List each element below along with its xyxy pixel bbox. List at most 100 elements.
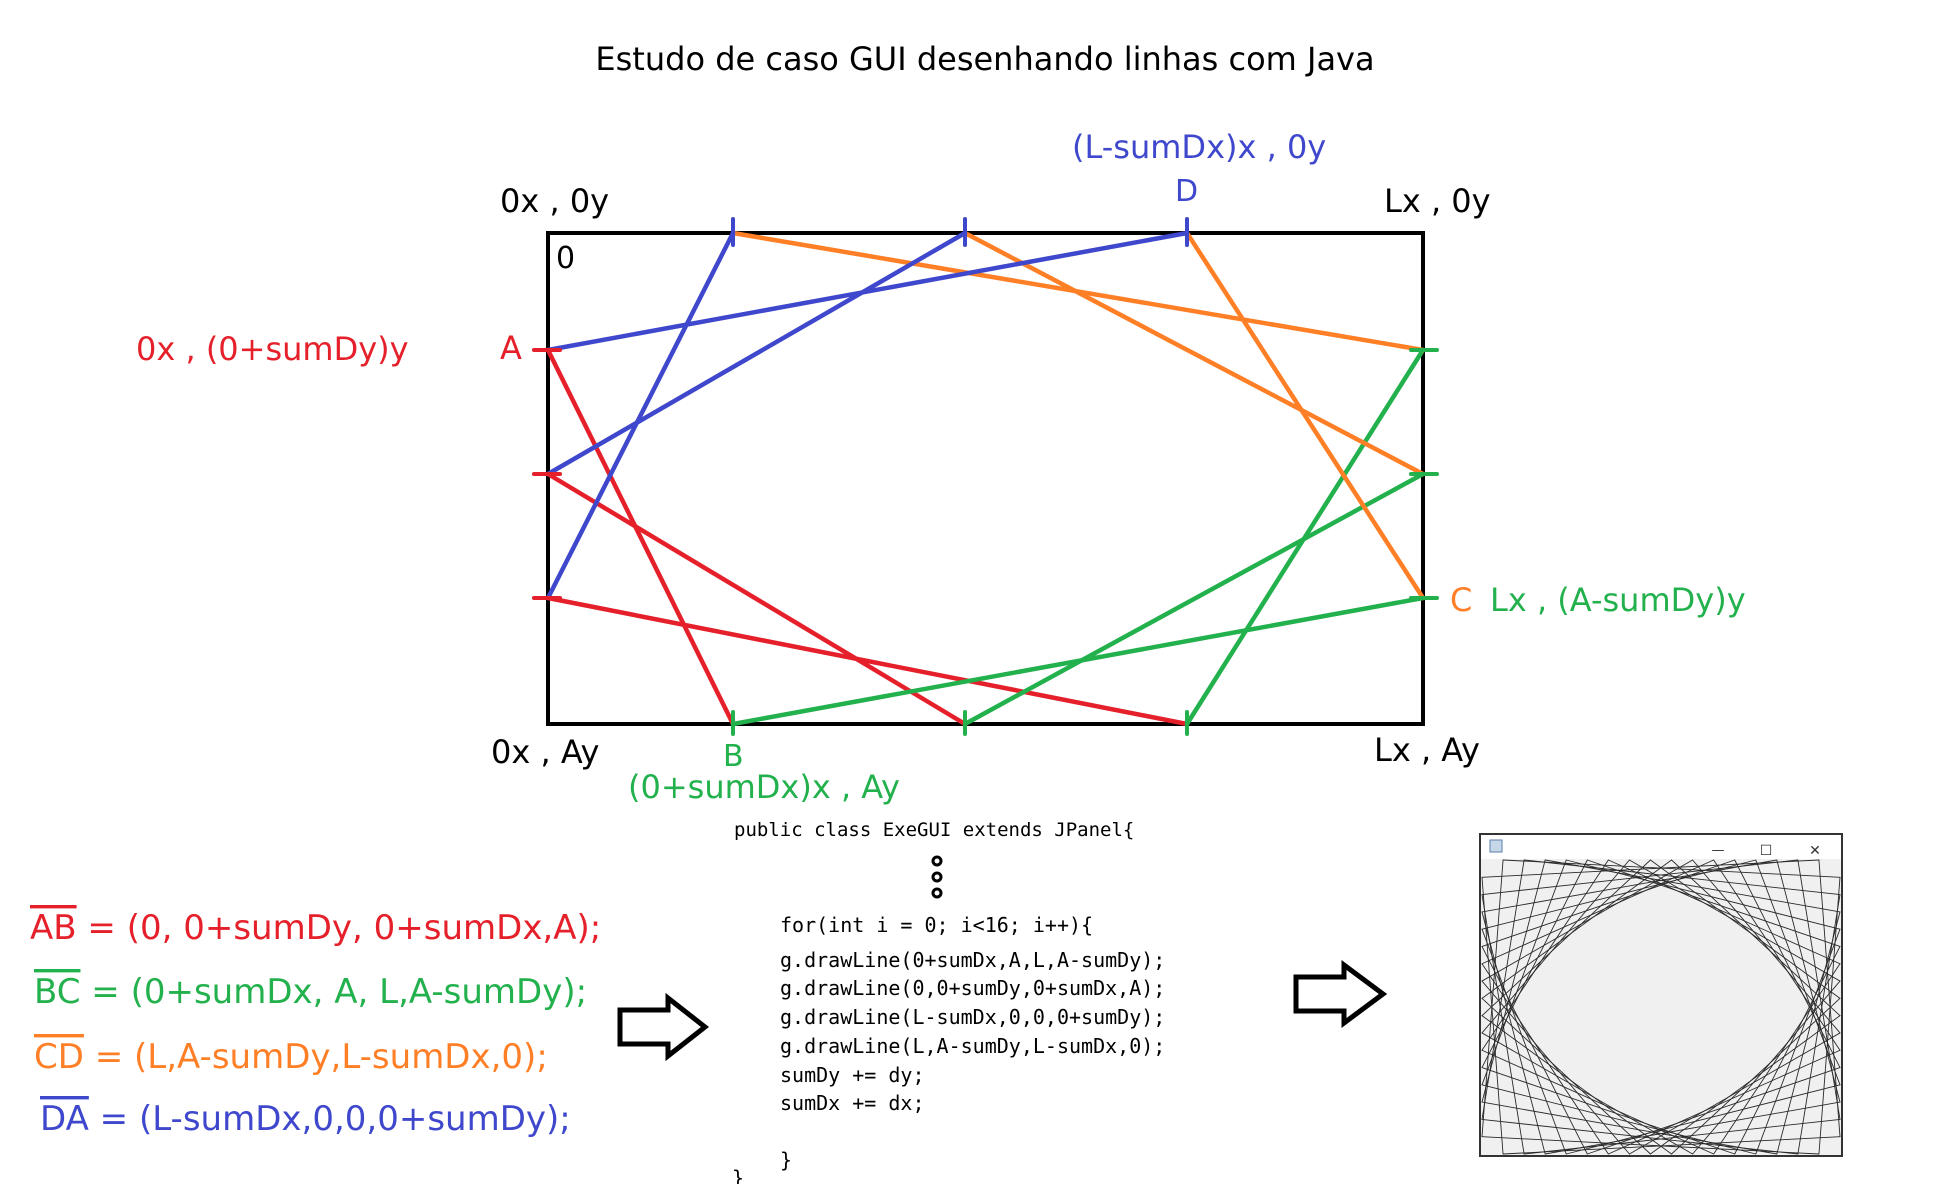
line-da: [545, 230, 968, 477]
preview-line: [1481, 980, 1630, 1155]
equation-da-body: = (L-sumDx,0,0,0+sumDy);: [89, 1099, 571, 1139]
preview-line: [1481, 859, 1525, 1120]
point-c-name: C: [1450, 581, 1472, 619]
window-frame: [1479, 833, 1843, 1157]
preview-line: [1502, 859, 1841, 878]
preview-line: [1481, 859, 1630, 1034]
code-close-outer: }: [732, 1166, 744, 1184]
point-a-coord: 0x , (0+sumDy)y: [136, 330, 409, 368]
preview-line: [1481, 1118, 1799, 1155]
frame-rectangle: [546, 231, 1425, 726]
line-family-cd: [730, 230, 1426, 601]
line-cd: [962, 230, 1426, 477]
preview-line: [1481, 1049, 1715, 1155]
equation-bc-segment: BC: [34, 972, 80, 1012]
preview-line: [1713, 963, 1841, 1155]
equation-cd-body: = (L,A-sumDy,L-sumDx,0);: [84, 1037, 548, 1077]
preview-line: [1586, 1067, 1841, 1155]
tick-marks: [532, 217, 1439, 736]
preview-line: [1671, 859, 1841, 1017]
code-line-6: sumDy += dy;: [780, 1063, 925, 1087]
line-cd: [1184, 230, 1426, 601]
equations: AB = (0, 0+sumDy, 0+sumDx,A); BC = (0+su…: [30, 908, 601, 1139]
vertical-ellipsis-icon: [931, 855, 943, 899]
window-titlebar: [1481, 835, 1841, 859]
window-minimize-button[interactable]: —: [1712, 843, 1725, 858]
preview-line: [1797, 894, 1841, 1155]
code-line-3: g.drawLine(0,0+sumDy,0+sumDx,A);: [780, 976, 1165, 1000]
preview-line: [1523, 859, 1841, 896]
preview-line: [1481, 859, 1588, 1068]
java-app-icon: [1489, 839, 1503, 853]
preview-line: [1481, 946, 1588, 1155]
java-window-preview: — ☐ ✕: [1479, 833, 1843, 1157]
preview-line: [1481, 859, 1546, 1103]
point-c-coord: Lx , (A-sumDy)y: [1490, 581, 1746, 619]
line-cd: [730, 230, 1426, 353]
preview-line: [1481, 859, 1715, 965]
arrow-right-icon: [1293, 960, 1388, 1028]
preview-line: [1481, 859, 1651, 1017]
equation-cd: CD = (L,A-sumDy,L-sumDx,0);: [34, 1037, 548, 1077]
code-header: public class ExeGUI extends JPanel{: [734, 819, 1134, 841]
preview-line: [1481, 911, 1546, 1155]
equation-ab-body: = (0, 0+sumDy, 0+sumDx,A);: [77, 908, 602, 948]
code-block: public class ExeGUI extends JPanel{ for(…: [732, 819, 1165, 1184]
preview-line: [1755, 859, 1841, 1086]
window-maximize-button[interactable]: ☐: [1760, 843, 1773, 859]
code-close-inner: }: [780, 1148, 792, 1172]
arrow-right-icon: [617, 992, 710, 1062]
preview-line: [1481, 859, 1672, 999]
corner-bottom-right-label: Lx , Ay: [1374, 731, 1480, 769]
equation-ab-segment: AB: [30, 908, 77, 948]
preview-line: [1481, 859, 1736, 947]
equation-da-segment: DA: [40, 1099, 89, 1139]
point-b-name: B: [723, 739, 744, 774]
equation-bc-body: = (0+sumDx, A, L,A-sumDy);: [80, 972, 587, 1012]
line-ab: [545, 595, 1190, 727]
preview-line: [1607, 1049, 1841, 1155]
preview-line: [1776, 859, 1841, 1103]
code-line-7: sumDx += dx;: [780, 1091, 925, 1115]
line-ab: [545, 347, 736, 727]
preview-line: [1481, 1101, 1778, 1155]
point-a-name: A: [500, 329, 522, 367]
line-bc: [962, 471, 1426, 727]
preview-line: [1544, 859, 1841, 913]
preview-line: [1818, 859, 1841, 1138]
preview-line: [1544, 1101, 1841, 1155]
line-family-ab: [545, 347, 1190, 727]
preview-line: [1628, 859, 1841, 982]
line-bc: [1184, 347, 1426, 727]
line-da: [545, 230, 736, 601]
preview-line: [1734, 946, 1841, 1155]
preview-line: [1692, 980, 1841, 1155]
preview-line: [1481, 928, 1567, 1155]
line-family-da: [545, 230, 1190, 601]
preview-line: [1481, 876, 1504, 1155]
origin-label: 0: [556, 241, 575, 276]
corner-top-right-label: Lx , 0y: [1384, 182, 1491, 220]
code-line-1: for(int i = 0; i<16; i++){: [780, 913, 1093, 937]
preview-line: [1713, 859, 1841, 1051]
point-d-coord: (L-sumDx)x , 0y: [1072, 128, 1326, 166]
preview-line: [1650, 859, 1841, 999]
code-line-5: g.drawLine(L,A-sumDy,L-sumDx,0);: [780, 1034, 1165, 1058]
preview-line: [1481, 1015, 1672, 1155]
equation-cd-segment: CD: [34, 1037, 84, 1077]
point-b-coord: (0+sumDx)x , Ay: [628, 768, 900, 806]
preview-line: [1818, 876, 1841, 1155]
preview-line: [1671, 997, 1841, 1155]
preview-line: [1481, 859, 1778, 913]
preview-line: [1650, 1015, 1841, 1155]
line-family-bc: [730, 347, 1426, 727]
line-ab: [545, 471, 968, 727]
preview-line: [1692, 859, 1841, 1034]
preview-line: [1481, 997, 1651, 1155]
window-close-button[interactable]: ✕: [1809, 843, 1821, 859]
code-line-4: g.drawLine(L-sumDx,0,0,0+sumDy);: [780, 1005, 1165, 1029]
preview-line: [1776, 911, 1841, 1155]
equation-da: DA = (L-sumDx,0,0,0+sumDy);: [40, 1099, 571, 1139]
preview-line: [1565, 1084, 1841, 1155]
